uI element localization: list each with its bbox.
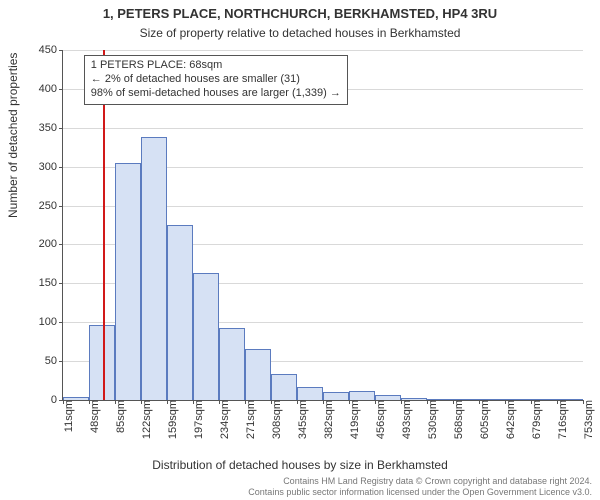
histogram-bar: [557, 399, 583, 400]
ytick-label: 250: [39, 200, 63, 212]
footer-line1: Contains HM Land Registry data © Crown c…: [0, 476, 592, 487]
xtick-label: 642sqm: [501, 400, 517, 439]
histogram-bar: [401, 398, 427, 400]
annotation-line2: ← 2% of detached houses are smaller (31): [91, 73, 341, 87]
histogram-bar: [479, 399, 505, 400]
histogram-bar: [141, 137, 167, 400]
histogram-bar: [167, 225, 193, 400]
xtick-label: 382sqm: [319, 400, 335, 439]
ytick-label: 100: [39, 316, 63, 328]
xtick-label: 308sqm: [267, 400, 283, 439]
xtick-label: 85sqm: [111, 400, 127, 433]
xtick-label: 271sqm: [241, 400, 257, 439]
histogram-bar: [453, 399, 479, 400]
xtick-label: 345sqm: [293, 400, 309, 439]
xtick-label: 122sqm: [137, 400, 153, 439]
histogram-bar: [297, 387, 323, 400]
footer-line2: Contains public sector information licen…: [0, 487, 592, 498]
xtick-label: 11sqm: [59, 400, 75, 432]
property-size-histogram: 1, PETERS PLACE, NORTHCHURCH, BERKHAMSTE…: [0, 0, 600, 500]
ytick-label: 200: [39, 238, 63, 250]
ytick-label: 400: [39, 83, 63, 95]
histogram-bar: [89, 325, 115, 400]
chart-title-line2: Size of property relative to detached ho…: [0, 26, 600, 40]
x-axis-label: Distribution of detached houses by size …: [0, 458, 600, 472]
annotation-line3: 98% of semi-detached houses are larger (…: [91, 87, 341, 101]
xtick-label: 568sqm: [449, 400, 465, 439]
histogram-bar: [193, 273, 219, 400]
xtick-label: 716sqm: [553, 400, 569, 439]
histogram-bar: [531, 399, 557, 400]
histogram-bar: [245, 349, 271, 400]
histogram-bar: [349, 391, 375, 400]
attribution-footer: Contains HM Land Registry data © Crown c…: [0, 476, 592, 498]
xtick-label: 234sqm: [215, 400, 231, 439]
histogram-bar: [427, 399, 453, 400]
xtick-label: 679sqm: [527, 400, 543, 439]
xtick-label: 419sqm: [345, 400, 361, 439]
histogram-bar: [323, 392, 349, 400]
xtick-label: 159sqm: [163, 400, 179, 439]
histogram-bar: [505, 399, 531, 400]
histogram-bar: [271, 374, 297, 400]
histogram-bar: [63, 397, 89, 400]
xtick-label: 48sqm: [85, 400, 101, 433]
ytick-label: 150: [39, 277, 63, 289]
xtick-label: 753sqm: [579, 400, 595, 439]
y-axis-label: Number of detached properties: [6, 53, 20, 218]
annotation-line1: 1 PETERS PLACE: 68sqm: [91, 59, 341, 73]
xtick-label: 197sqm: [189, 400, 205, 439]
xtick-label: 493sqm: [397, 400, 413, 439]
ytick-label: 50: [45, 355, 63, 367]
ytick-label: 450: [39, 44, 63, 56]
gridline-h: [63, 128, 583, 129]
chart-title-line1: 1, PETERS PLACE, NORTHCHURCH, BERKHAMSTE…: [0, 6, 600, 21]
annotation-box: 1 PETERS PLACE: 68sqm← 2% of detached ho…: [84, 55, 348, 104]
histogram-bar: [375, 395, 401, 400]
ytick-label: 350: [39, 122, 63, 134]
gridline-h: [63, 50, 583, 51]
ytick-label: 300: [39, 161, 63, 173]
xtick-label: 530sqm: [423, 400, 439, 439]
histogram-bar: [219, 328, 245, 400]
plot-area: 05010015020025030035040045011sqm48sqm85s…: [62, 50, 583, 401]
xtick-label: 605sqm: [475, 400, 491, 439]
histogram-bar: [115, 163, 141, 400]
xtick-label: 456sqm: [371, 400, 387, 439]
